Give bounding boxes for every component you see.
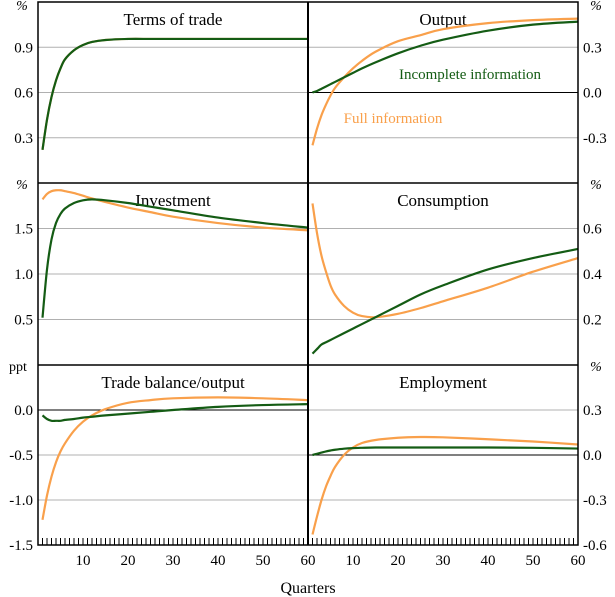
panel-title: Employment — [399, 373, 487, 392]
y-tick-label: 0.3 — [14, 131, 33, 147]
y-tick-label: -0.5 — [9, 448, 33, 464]
x-tick-label: 50 — [256, 553, 271, 569]
x-axis-label: Quarters — [280, 580, 335, 597]
series-line-incomplete-information — [41, 37, 308, 150]
x-tick-label: 30 — [436, 553, 451, 569]
series-line-full-information — [41, 189, 309, 232]
annotation-full-information: Full information — [344, 111, 443, 127]
x-tick-label: 50 — [526, 553, 541, 569]
panel-title: Investment — [135, 191, 211, 210]
y-tick-label: 1.5 — [14, 222, 33, 238]
series-line-full-information — [311, 435, 579, 535]
panel-title: Consumption — [397, 191, 489, 210]
y-tick-label: 0.0 — [583, 448, 602, 464]
x-tick-label: 60 — [571, 553, 586, 569]
y-unit-label: % — [590, 360, 602, 375]
x-tick-label: 20 — [121, 553, 136, 569]
y-tick-label: 0.6 — [14, 86, 33, 102]
y-tick-label: 0.2 — [583, 313, 602, 329]
series-line-full-information — [41, 396, 309, 521]
y-tick-label: -1.5 — [9, 538, 33, 554]
panel-title: Trade balance/output — [101, 373, 245, 392]
y-tick-label: 0.4 — [583, 267, 602, 283]
y-unit-label: % — [16, 0, 28, 14]
series-line-incomplete-information — [41, 403, 309, 423]
y-unit-label: % — [16, 178, 28, 193]
series-line-incomplete-information — [41, 198, 309, 318]
series-line-full-information — [41, 37, 308, 150]
panel-title: Terms of trade — [124, 10, 223, 29]
x-tick-label: 60 — [301, 553, 316, 569]
y-unit-label: % — [590, 0, 602, 14]
y-tick-label: 1.0 — [14, 267, 33, 283]
y-tick-label: 0.0 — [583, 86, 602, 102]
y-tick-label: -1.0 — [9, 493, 33, 509]
x-tick-label: 30 — [166, 553, 181, 569]
y-tick-label: -0.6 — [583, 538, 607, 554]
panel-title: Output — [419, 10, 467, 29]
y-tick-label: 0.6 — [583, 222, 602, 238]
y-tick-label: -0.3 — [583, 493, 607, 509]
x-tick-label: 20 — [391, 553, 406, 569]
series-line-incomplete-information — [312, 20, 579, 94]
y-tick-label: 0.5 — [14, 313, 33, 329]
y-unit-label: % — [590, 178, 602, 193]
series-line-incomplete-information — [312, 446, 579, 457]
y-tick-label: -0.3 — [583, 131, 607, 147]
series-line-incomplete-information — [311, 247, 579, 355]
series-line-full-information — [311, 17, 579, 146]
annotation-incomplete-information: Incomplete information — [399, 67, 542, 83]
y-tick-label: 0.3 — [583, 40, 602, 56]
y-unit-label: ppt — [9, 360, 27, 375]
y-tick-label: 0.0 — [14, 403, 33, 419]
series-line-full-information — [311, 203, 579, 319]
y-tick-label: 0.3 — [583, 403, 602, 419]
x-tick-label: 10 — [76, 553, 91, 569]
y-tick-label: 0.9 — [14, 40, 33, 56]
x-tick-label: 40 — [211, 553, 226, 569]
x-tick-label: 40 — [481, 553, 496, 569]
x-tick-label: 10 — [346, 553, 361, 569]
